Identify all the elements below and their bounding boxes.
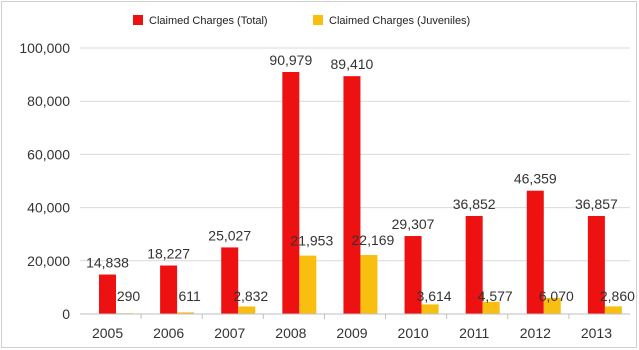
- bar-total: [587, 215, 605, 314]
- bar-juveniles: [482, 301, 500, 314]
- bar-juveniles: [360, 255, 378, 314]
- x-tick-label: 2005: [92, 325, 123, 341]
- x-tick-label: 2008: [275, 325, 306, 341]
- data-label-total: 29,307: [392, 216, 435, 232]
- data-label-juveniles: 4,577: [478, 288, 513, 304]
- x-tick-label: 2009: [336, 325, 367, 341]
- data-label-juveniles: 2,832: [233, 288, 268, 304]
- x-axis: 2005 2006 2007 2008 2009 2010 2011 2012 2013: [80, 313, 630, 341]
- bar-total: [404, 236, 422, 314]
- x-tick-label: 2013: [581, 325, 612, 341]
- bar-juveniles: [238, 306, 256, 314]
- y-axis: 0 20,000 40,000 60,000 80,000 100,000: [19, 40, 70, 322]
- legend-label-total: Claimed Charges (Total): [149, 15, 268, 27]
- bar-juveniles: [421, 304, 439, 314]
- bar-total: [465, 215, 483, 314]
- x-tick-label: 2006: [153, 325, 184, 341]
- bar-juveniles: [543, 297, 561, 314]
- data-label-total: 89,410: [331, 56, 374, 72]
- data-label-juveniles: 21,953: [290, 233, 333, 249]
- data-label-juveniles: 22,169: [352, 232, 395, 248]
- y-tick-label: 20,000: [27, 253, 70, 269]
- data-label-juveniles: 290: [117, 288, 141, 304]
- data-label-total: 14,838: [86, 255, 129, 271]
- bar-juveniles: [177, 312, 195, 314]
- legend-swatch-juveniles: [313, 15, 323, 25]
- data-label-total: 46,359: [514, 171, 557, 187]
- data-label-total: 18,227: [147, 246, 190, 262]
- data-label-juveniles: 611: [178, 288, 201, 304]
- data-label-juveniles: 2,860: [600, 288, 635, 304]
- data-label-total: 90,979: [269, 52, 312, 68]
- y-tick-label: 60,000: [27, 146, 70, 162]
- data-label-juveniles: 6,070: [539, 288, 574, 304]
- x-tick-label: 2011: [459, 325, 489, 341]
- data-labels: 14,838 290 18,227 611 25,027 2,832 90,979 21,95…: [86, 52, 635, 304]
- data-label-total: 36,852: [453, 196, 496, 212]
- bar-total: [526, 190, 544, 314]
- bar-total: [160, 265, 178, 314]
- y-tick-label: 80,000: [27, 93, 70, 109]
- bar-juveniles: [604, 306, 622, 314]
- x-tick-label: 2007: [214, 325, 245, 341]
- x-tick-label: 2012: [520, 325, 551, 341]
- data-label-juveniles: 3,614: [417, 288, 452, 304]
- x-tick-label: 2010: [398, 325, 429, 341]
- bar-total: [343, 76, 361, 314]
- bar-total: [99, 274, 116, 314]
- bars: [99, 71, 622, 315]
- bar-juveniles: [299, 255, 317, 314]
- legend: Claimed Charges (Total) Claimed Charges …: [133, 15, 470, 27]
- y-tick-label: 100,000: [19, 40, 70, 56]
- bar-total: [221, 247, 239, 314]
- y-tick-label: 0: [62, 306, 70, 322]
- bar-total: [282, 71, 300, 315]
- legend-label-juveniles: Claimed Charges (Juveniles): [329, 15, 470, 27]
- y-tick-label: 40,000: [27, 200, 70, 216]
- legend-swatch-total: [133, 15, 143, 25]
- data-label-total: 36,857: [575, 196, 618, 212]
- data-label-total: 25,027: [208, 227, 251, 243]
